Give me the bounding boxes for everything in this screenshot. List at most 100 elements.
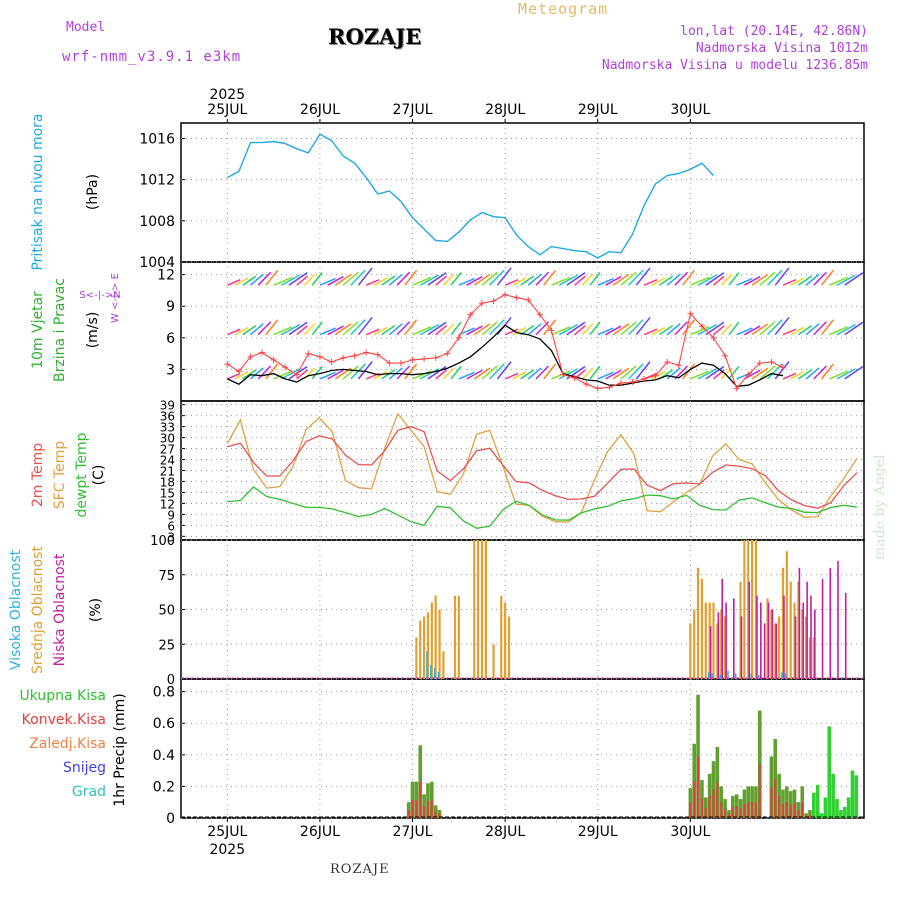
wind-arrow (713, 325, 725, 336)
wind-arrow (512, 277, 527, 286)
gust-marker (467, 311, 474, 318)
mid-cloud-bar (419, 620, 422, 679)
wind-arrow (227, 279, 241, 286)
wind-arrow (844, 272, 864, 286)
low-cloud-bar (760, 602, 762, 679)
convective-bar (720, 802, 723, 818)
convective-bar (426, 800, 429, 818)
gust-marker (583, 381, 590, 388)
low-cloud-bar (783, 595, 785, 679)
wind-arrow (682, 319, 696, 336)
footer-station: ROZAJE (330, 862, 390, 877)
wind-arrow (373, 371, 388, 380)
low-cloud-bar (798, 567, 801, 679)
wind-arrow (303, 323, 316, 336)
wind-arrow (836, 323, 856, 336)
coordinates: lon,lat (20.14E, 42.86N) (680, 24, 868, 39)
wind-arrow (458, 371, 475, 380)
wind-arrow (234, 277, 249, 286)
wind-arrow (581, 273, 594, 286)
wind-arrow (481, 271, 498, 286)
mid-cloud-bar (434, 595, 437, 679)
wind-arrow (558, 274, 578, 286)
wind-arrow (334, 273, 352, 286)
wind-arrow (558, 323, 578, 336)
wind-arrow (257, 321, 272, 336)
precip-bar (815, 784, 820, 818)
wind-arrow (442, 367, 455, 380)
wind-arrow (751, 367, 769, 380)
cloud-unit-line: (%) (88, 598, 104, 622)
gust-marker (652, 372, 659, 379)
temp-tick-label: 39 (160, 399, 175, 413)
wind-arrow (782, 328, 797, 336)
high-cloud-bar (750, 673, 752, 679)
convective-bar (704, 807, 707, 818)
precip-tick-label: 0.8 (153, 685, 175, 701)
wind-label-2-line: Brzina i Pravac (52, 278, 68, 382)
wind-arrow (828, 326, 848, 336)
wind-unit: (m/s) (85, 312, 101, 349)
mid-cloud-bar (473, 540, 476, 679)
temp-label-sfc-line: SFC Temp (52, 441, 68, 510)
wind-arrow (342, 321, 359, 336)
wind-arrow (527, 323, 542, 336)
precip-bar (781, 789, 785, 818)
gust-marker (374, 351, 381, 358)
wind-arrow (651, 277, 666, 286)
mid-cloud-bar (492, 644, 495, 679)
temp-tick-label: 3 (167, 530, 175, 544)
bottom-year-label: 2025 (209, 842, 245, 858)
wind-arrow (774, 267, 790, 286)
wind-arrow (820, 363, 834, 380)
pressure-line (226, 133, 715, 259)
wind-arrow (350, 319, 366, 336)
mid-cloud-bar (766, 598, 769, 679)
wind-arrow (566, 321, 586, 336)
cloud-label-mid-line: Srednja Oblacnost (30, 546, 46, 674)
convective-bar (697, 756, 700, 818)
mid-cloud-bar (423, 616, 426, 679)
mid-cloud-bar (812, 637, 815, 679)
temp-tick-label: 27 (160, 443, 175, 457)
pressure-tick-label: 1012 (139, 173, 175, 189)
precip-bar (418, 745, 423, 818)
mid-cloud-bar (747, 540, 750, 679)
wind-arrow (697, 368, 717, 380)
gust-marker (282, 364, 289, 371)
gust-marker (502, 291, 509, 298)
product-title: Meteogram (518, 0, 609, 18)
wind-arrow (744, 325, 761, 336)
wind-arrow (311, 272, 323, 286)
wind-arrow (496, 361, 512, 380)
wind-arrow (797, 325, 813, 336)
wind-arrow (342, 271, 359, 286)
convective-bar (430, 799, 433, 818)
mid-cloud-bar (415, 637, 418, 679)
wind-arrow (334, 323, 352, 336)
mid-cloud-bar (793, 602, 796, 679)
pressure-label-line: Pritisak na nivou mora (30, 113, 46, 270)
wind-arrow (581, 323, 594, 336)
wind-arrow (249, 273, 264, 286)
wind-arrow (489, 363, 505, 380)
pressure-tick-label: 1016 (139, 131, 175, 147)
gust-marker (513, 294, 520, 301)
wind-arrow (844, 321, 864, 336)
wind-arrow (674, 321, 688, 336)
gust-marker (606, 384, 613, 391)
wind-arrow (412, 276, 432, 286)
gust-marker (305, 350, 312, 357)
high-cloud-bar (430, 665, 432, 679)
mid-cloud-bar (739, 581, 742, 679)
gust-marker (698, 323, 705, 330)
wind-arrow (535, 271, 550, 286)
mid-cloud-bar (438, 609, 441, 679)
wind-arrow (427, 272, 447, 286)
temp-tick-label: 12 (160, 497, 175, 511)
wind-arrow (481, 321, 498, 336)
gust-marker (351, 352, 358, 359)
model-elevation: Nadmorska Visina u modelu 1236.85m (601, 58, 868, 73)
wind-arrow (280, 368, 301, 380)
